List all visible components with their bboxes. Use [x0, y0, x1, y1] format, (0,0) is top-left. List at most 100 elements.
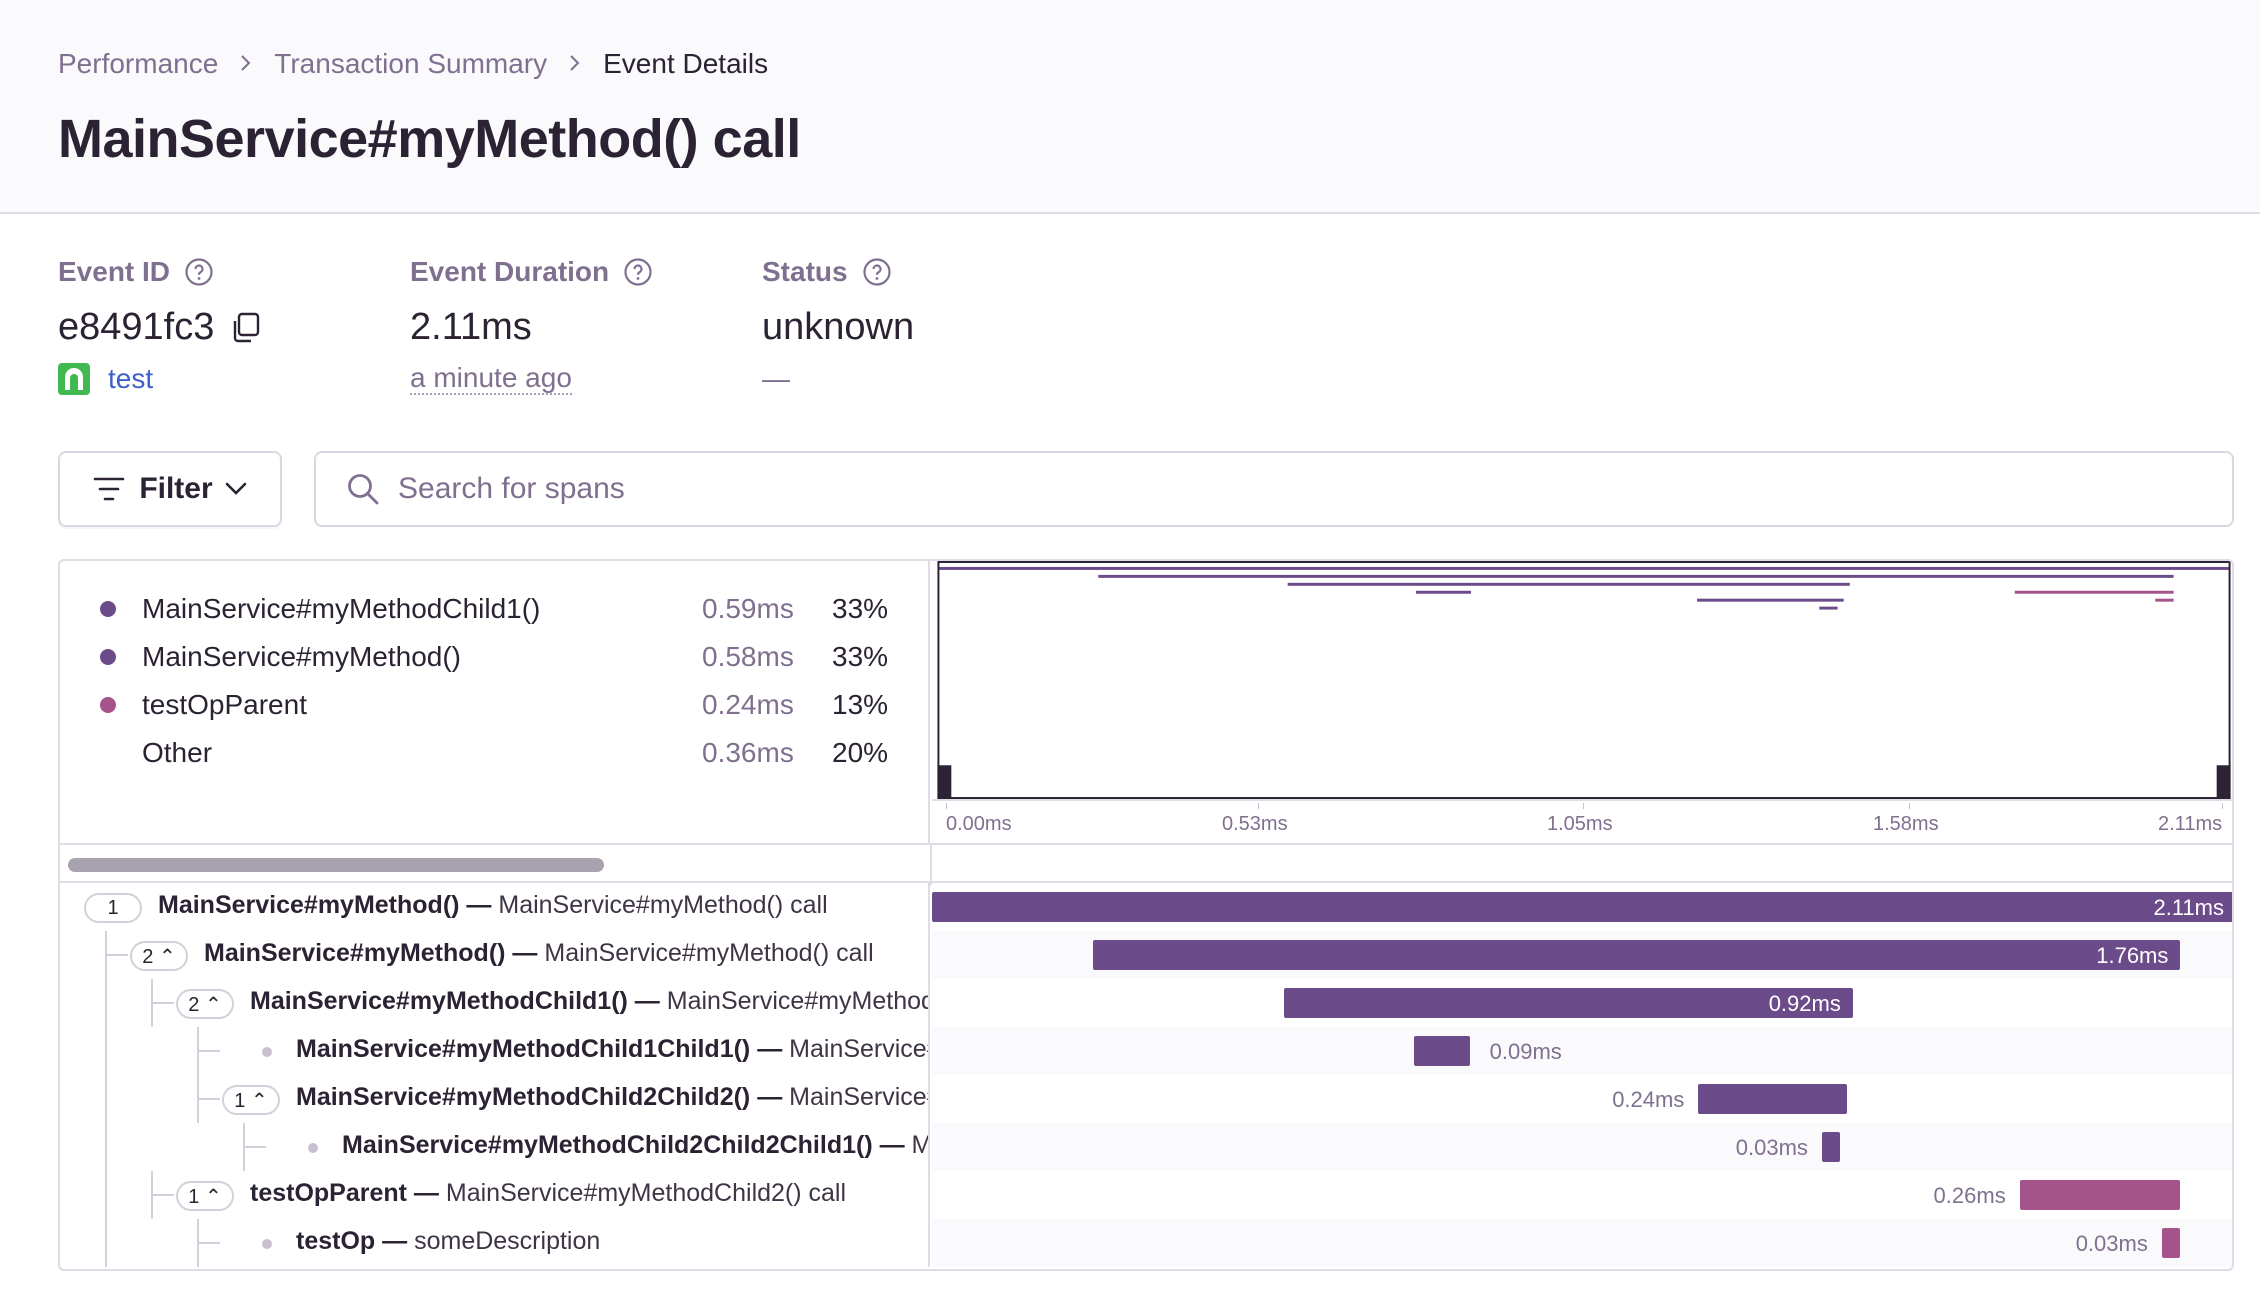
page-header: Performance Transaction Summary Event De…: [0, 0, 2260, 214]
span-expand-toggle[interactable]: 1: [84, 893, 142, 923]
minimap-span-line: [2015, 591, 2174, 594]
axis-tick-mark: [1909, 803, 1910, 809]
span-bar[interactable]: [2162, 1228, 2181, 1258]
project-row: test: [58, 363, 262, 395]
page-title: MainService#myMethod() call: [58, 108, 801, 170]
minimap[interactable]: 0.00ms 0.53ms 1.05ms 1.58ms 2.11ms: [932, 561, 2234, 843]
span-row-label-cell[interactable]: 1 ⌃ MainService#myMethodChild2Child2() — …: [60, 1075, 930, 1123]
span-separator: —: [750, 1035, 789, 1063]
span-duration-label: 0.03ms: [2076, 1231, 2148, 1257]
span-row[interactable]: 1 ⌃ testOpParent — MainService#myMethodCh…: [60, 1171, 2234, 1219]
horizontal-scrollbar-thumb[interactable]: [68, 858, 604, 872]
operation-row[interactable]: Other 0.36ms 20%: [100, 733, 902, 773]
event-id-label: Event ID: [58, 256, 262, 288]
operation-color-dot: [100, 697, 116, 713]
project-link[interactable]: test: [108, 363, 153, 395]
horizontal-scroll-track[interactable]: [60, 843, 2234, 883]
span-bar[interactable]: [932, 892, 2234, 922]
span-row[interactable]: 1 ⌃ MainService#myMethodChild2Child2() — …: [60, 1075, 2234, 1123]
minimap-span-line: [939, 567, 2228, 570]
event-id-value: e8491fc3: [58, 306, 214, 349]
span-label: MainService#myMethod() — MainService#myM…: [158, 891, 828, 920]
span-row-label-cell[interactable]: 2 ⌃ MainService#myMethod() — MainService#…: [60, 931, 930, 979]
relative-time[interactable]: a minute ago: [410, 363, 572, 395]
span-bar[interactable]: [1822, 1132, 1841, 1162]
minimap-span-line: [1288, 583, 1850, 586]
span-row[interactable]: 2 ⌃ MainService#myMethod() — MainService#…: [60, 931, 2234, 979]
status-section: Status unknown —: [762, 256, 914, 395]
breadcrumb-event-details: Event Details: [603, 48, 768, 80]
span-bar-cell[interactable]: 0.92ms: [932, 979, 2234, 1027]
span-description: MainService#myMethodChild2Child2Child1()…: [912, 1131, 930, 1159]
minimap-right-handle[interactable]: [2217, 765, 2231, 799]
span-bar-cell[interactable]: 0.24ms: [932, 1075, 2234, 1123]
axis-tick-label: 0.00ms: [946, 813, 1012, 836]
span-row[interactable]: 2 ⌃ MainService#myMethodChild1() — MainSe…: [60, 979, 2234, 1027]
span-bar[interactable]: [1414, 1036, 1470, 1066]
span-duration-label: 0.09ms: [1490, 1039, 1562, 1065]
span-expand-toggle[interactable]: 2 ⌃: [176, 989, 234, 1019]
axis-tick-mark: [946, 803, 947, 809]
operations-breakdown: MainService#myMethodChild1() 0.59ms 33% Mai…: [60, 561, 930, 843]
span-label: testOpParent — MainService#myMethodChild…: [250, 1179, 846, 1208]
breadcrumb-performance[interactable]: Performance: [58, 48, 218, 80]
help-icon[interactable]: [862, 257, 892, 287]
breadcrumb-transaction-summary[interactable]: Transaction Summary: [274, 48, 547, 80]
span-row[interactable]: MainService#myMethodChild2Child2Child1()…: [60, 1123, 2234, 1171]
span-row[interactable]: 1 MainService#myMethod() — MainService#my…: [60, 883, 2234, 931]
span-expand-toggle[interactable]: 1 ⌃: [176, 1181, 234, 1211]
span-row-label-cell[interactable]: 2 ⌃ MainService#myMethodChild1() — MainSe…: [60, 979, 930, 1027]
minimap-left-handle[interactable]: [937, 765, 951, 799]
span-separator: —: [375, 1227, 414, 1255]
operation-percent: 33%: [832, 593, 902, 625]
operation-name: Other: [142, 737, 702, 769]
span-bar[interactable]: [1698, 1084, 1846, 1114]
span-bar-cell[interactable]: 1.76ms: [932, 931, 2234, 979]
operation-row[interactable]: testOpParent 0.24ms 13%: [100, 685, 902, 725]
span-expand-toggle[interactable]: 1 ⌃: [222, 1085, 280, 1115]
minimap-graph[interactable]: [932, 561, 2234, 801]
filter-lines-icon: [93, 476, 125, 502]
span-row-label-cell[interactable]: MainService#myMethodChild2Child2Child1()…: [60, 1123, 930, 1171]
help-icon[interactable]: [623, 257, 653, 287]
operation-row[interactable]: MainService#myMethodChild1() 0.59ms 33%: [100, 589, 902, 629]
span-operation: MainService#myMethodChild2Child2(): [296, 1083, 750, 1111]
span-expand-toggle[interactable]: 2 ⌃: [130, 941, 188, 971]
span-label: MainService#myMethodChild1Child1() — Mai…: [296, 1035, 930, 1064]
span-bar[interactable]: [2020, 1180, 2181, 1210]
span-row-label-cell[interactable]: 1 ⌃ testOpParent — MainService#myMethodCh…: [60, 1171, 930, 1219]
span-row[interactable]: testOp — someDescription 0.03ms: [60, 1219, 2234, 1267]
span-bar[interactable]: [1093, 940, 2181, 970]
event-id-value-row: e8491fc3: [58, 306, 262, 349]
span-duration-label: 0.26ms: [1934, 1183, 2006, 1209]
search-input[interactable]: [398, 472, 2198, 506]
span-search[interactable]: [314, 451, 2234, 527]
span-bar-cell[interactable]: 0.26ms: [932, 1171, 2234, 1219]
copy-icon[interactable]: [228, 311, 262, 345]
span-row-label-cell[interactable]: 1 MainService#myMethod() — MainService#my…: [60, 883, 930, 931]
operation-row[interactable]: MainService#myMethod() 0.58ms 33%: [100, 637, 902, 677]
help-icon[interactable]: [184, 257, 214, 287]
trace-view: MainService#myMethodChild1() 0.59ms 33% Mai…: [58, 559, 2234, 1271]
project-badge-icon: [58, 363, 90, 395]
span-bar-cell[interactable]: 0.03ms: [932, 1123, 2234, 1171]
span-leaf-dot: [308, 1143, 318, 1153]
operation-duration: 0.58ms: [702, 641, 832, 673]
span-row-label-cell[interactable]: testOp — someDescription: [60, 1219, 930, 1267]
span-duration-label: 0.03ms: [1736, 1135, 1808, 1161]
span-bar-cell[interactable]: 2.11ms: [932, 883, 2234, 931]
event-duration-label-text: Event Duration: [410, 256, 609, 288]
event-duration-value: 2.11ms: [410, 306, 653, 349]
span-bar-cell[interactable]: 0.09ms: [932, 1027, 2234, 1075]
operation-name: MainService#myMethod(): [142, 641, 702, 673]
span-row-label-cell[interactable]: MainService#myMethodChild1Child1() — Mai…: [60, 1027, 930, 1075]
span-bar[interactable]: [1284, 988, 1853, 1018]
filter-button[interactable]: Filter: [58, 451, 282, 527]
span-bar-cell[interactable]: 0.03ms: [932, 1219, 2234, 1267]
span-row[interactable]: MainService#myMethodChild1Child1() — Mai…: [60, 1027, 2234, 1075]
operation-percent: 20%: [832, 737, 902, 769]
operation-duration: 0.36ms: [702, 737, 832, 769]
status-label: Status: [762, 256, 914, 288]
breadcrumb: Performance Transaction Summary Event De…: [58, 48, 768, 80]
span-label: MainService#myMethod() — MainService#myM…: [204, 939, 874, 968]
